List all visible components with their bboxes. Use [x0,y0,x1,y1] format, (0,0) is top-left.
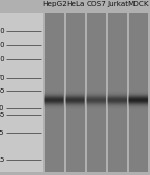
Text: Jurkat: Jurkat [107,1,128,7]
Bar [87,13,106,172]
Text: 15: 15 [0,157,4,163]
Bar [108,13,127,172]
Text: 70: 70 [0,75,4,81]
Text: 170: 170 [0,28,4,34]
Text: 40: 40 [0,105,4,111]
Text: COS7: COS7 [86,1,106,7]
Text: 55: 55 [0,88,4,94]
Text: 100: 100 [0,56,4,62]
Bar [66,13,85,172]
Text: MDCK: MDCK [128,1,149,7]
Text: 35: 35 [0,112,4,118]
Text: 130: 130 [0,42,4,48]
Text: HepG2: HepG2 [42,1,67,7]
Bar [45,13,64,172]
Text: 25: 25 [0,130,4,136]
Bar [0,13,43,172]
Bar [129,13,148,172]
Text: HeLa: HeLa [66,1,84,7]
